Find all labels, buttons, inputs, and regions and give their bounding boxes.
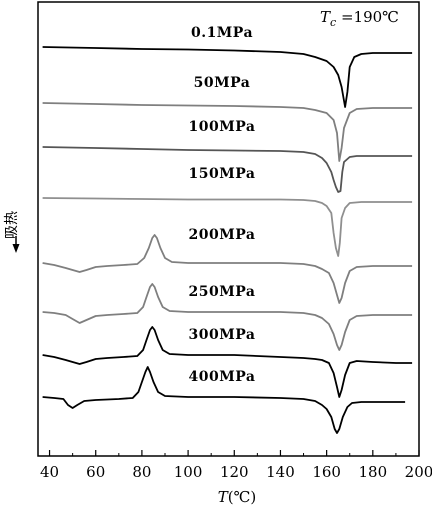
annotation-subscript: c <box>330 16 336 29</box>
annotation: Tc =190℃ <box>320 8 399 29</box>
dsc-curves <box>42 46 413 434</box>
annotation-text: =190℃ <box>336 8 399 26</box>
series-line-50MPa <box>42 102 413 162</box>
x-tick-label: 140 <box>266 463 295 481</box>
series-line-100MPa <box>42 146 413 193</box>
series-line-300MPa <box>42 326 413 398</box>
x-tick-label: 40 <box>40 463 59 481</box>
series-line-250MPa <box>42 283 413 351</box>
x-axis-label-symbol: T <box>218 488 229 506</box>
series-label: 250MPa <box>189 284 256 300</box>
series-label: 200MPa <box>189 227 256 243</box>
x-axis-ticks <box>48 450 420 456</box>
series-label: 50MPa <box>194 75 251 91</box>
series-line-400MPa <box>42 366 406 434</box>
x-tick-label: 100 <box>174 463 203 481</box>
x-tick-label: 60 <box>86 463 105 481</box>
x-axis-tick-labels: 40 60 80 100 120 140 160 180 200 <box>40 463 432 481</box>
plot-frame <box>37 1 420 457</box>
y-axis-label: 吸热 <box>4 211 20 253</box>
y-axis-label-text: 吸热 <box>4 211 20 239</box>
series-label: 0.1MPa <box>191 25 253 41</box>
x-tick-label: 160 <box>312 463 341 481</box>
series-labels: 0.1MPa 50MPa 100MPa 150MPa 200MPa 250MPa 300MP… <box>189 25 256 385</box>
x-tick-label: 200 <box>405 463 432 481</box>
annotation-symbol: T <box>320 8 331 26</box>
series-label: 300MPa <box>189 327 256 343</box>
series-label: 100MPa <box>189 119 256 135</box>
series-label: 400MPa <box>189 369 256 385</box>
series-line-200MPa <box>42 234 413 304</box>
series-line-0.1MPa <box>42 46 413 108</box>
down-arrow-icon <box>12 244 20 253</box>
x-tick-label: 120 <box>220 463 249 481</box>
x-tick-label: 80 <box>132 463 151 481</box>
x-axis-label: T(℃) <box>218 488 257 506</box>
x-axis-label-unit: (℃) <box>228 488 256 506</box>
x-tick-label: 180 <box>358 463 387 481</box>
series-label: 150MPa <box>189 166 256 182</box>
series-line-150MPa <box>42 197 413 257</box>
